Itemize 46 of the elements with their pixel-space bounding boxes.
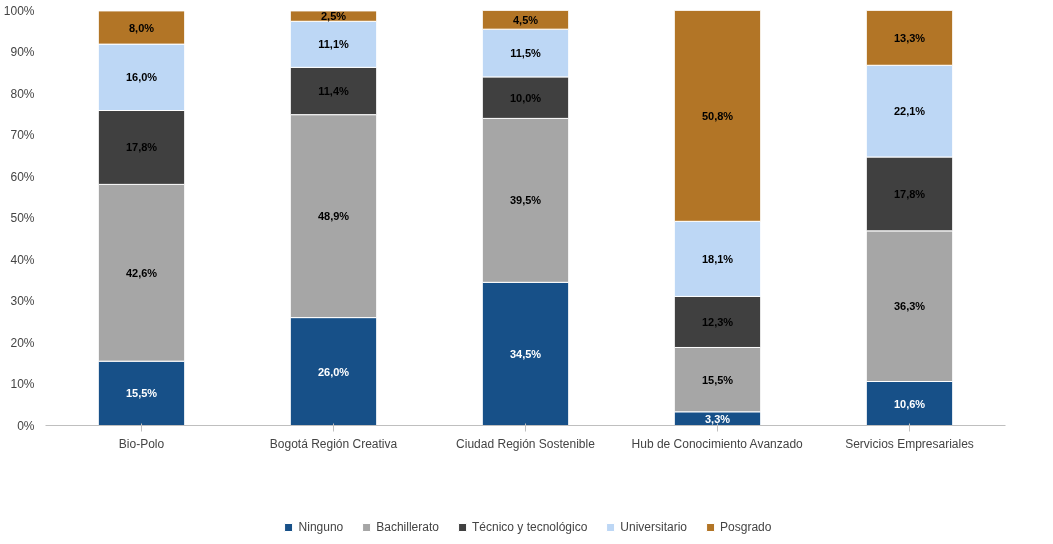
data-label: 12,3% bbox=[701, 315, 734, 328]
x-tick-label: Hub de Conocimiento Avanzado bbox=[631, 436, 804, 451]
x-tick-label: Servicios Empresariales bbox=[845, 436, 974, 451]
legend-label: Posgrado bbox=[720, 519, 772, 534]
data-label: 15,5% bbox=[125, 387, 158, 400]
data-label: 22,1% bbox=[893, 105, 926, 118]
data-label: 10,6% bbox=[893, 397, 926, 410]
y-tick-label: 100% bbox=[3, 3, 35, 18]
data-label: 42,6% bbox=[125, 266, 158, 279]
data-label: 50,8% bbox=[701, 109, 734, 122]
data-label: 18,1% bbox=[701, 252, 734, 265]
data-label: 10,0% bbox=[509, 91, 542, 104]
y-tick-label: 50% bbox=[10, 211, 35, 225]
data-label: 11,5% bbox=[510, 47, 542, 60]
data-label: 4,5% bbox=[512, 13, 539, 26]
y-tick-label: 40% bbox=[10, 252, 35, 267]
data-label: 16,0% bbox=[125, 71, 158, 84]
legend-label: Bachillerato bbox=[376, 519, 439, 534]
x-tick-label: Bogotá Región Creativa bbox=[269, 436, 398, 451]
y-tick-label: 0% bbox=[17, 418, 35, 433]
y-tick-label: 70% bbox=[10, 128, 35, 142]
legend-label: Técnico y tecnológico bbox=[471, 519, 588, 534]
data-label: 11,1% bbox=[318, 38, 350, 51]
y-tick-label: 10% bbox=[10, 377, 35, 391]
data-label: 34,5% bbox=[509, 347, 542, 360]
y-tick-label: 90% bbox=[10, 45, 35, 59]
data-label: 26,0% bbox=[317, 365, 350, 378]
data-label: 15,5% bbox=[701, 373, 734, 386]
data-label: 48,9% bbox=[317, 210, 350, 223]
data-label: 2,5% bbox=[320, 10, 347, 23]
y-tick-label: 80% bbox=[10, 86, 35, 101]
data-label: 3,3% bbox=[704, 412, 731, 425]
data-label: 13,3% bbox=[893, 31, 926, 44]
data-label: 8,0% bbox=[128, 21, 155, 34]
y-tick-label: 60% bbox=[10, 169, 35, 184]
y-tick-label: 20% bbox=[10, 335, 35, 350]
x-tick-label: Bio-Polo bbox=[118, 436, 165, 451]
data-label: 11,4% bbox=[318, 85, 350, 98]
data-label: 17,8% bbox=[125, 141, 158, 154]
legend-label: Universitario bbox=[620, 519, 688, 534]
x-tick-label: Ciudad Región Sostenible bbox=[456, 436, 596, 451]
data-label: 39,5% bbox=[509, 194, 542, 207]
y-tick-label: 30% bbox=[10, 294, 35, 308]
legend-label: Ninguno bbox=[298, 519, 344, 534]
data-label: 36,3% bbox=[893, 300, 926, 313]
data-label: 17,8% bbox=[893, 187, 926, 200]
